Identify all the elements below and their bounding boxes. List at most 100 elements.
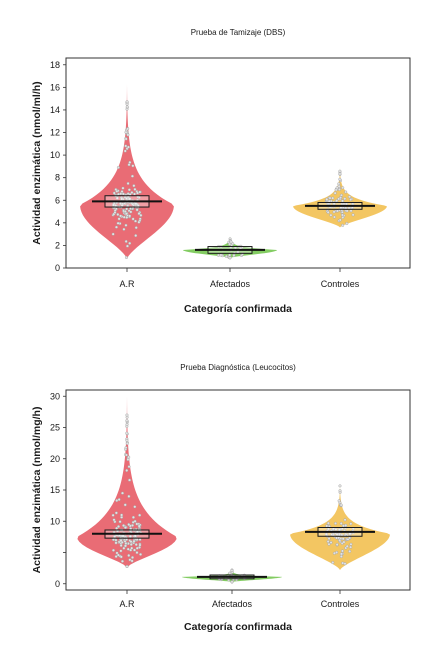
- data-point: [337, 536, 341, 540]
- data-point: [114, 554, 118, 558]
- data-point: [115, 196, 119, 200]
- data-point: [127, 188, 131, 192]
- y-tick-label: 10: [50, 150, 60, 160]
- data-point: [125, 468, 129, 472]
- data-point: [119, 539, 123, 543]
- data-point: [137, 212, 141, 216]
- data-point: [119, 214, 123, 218]
- data-point: [333, 191, 337, 195]
- data-point: [349, 198, 353, 202]
- data-point: [341, 186, 345, 190]
- data-point: [216, 253, 220, 257]
- data-point: [345, 209, 349, 213]
- data-point: [341, 199, 345, 203]
- data-point: [116, 212, 120, 216]
- data-point: [116, 221, 120, 225]
- data-point: [123, 503, 127, 507]
- data-point: [228, 242, 232, 246]
- data-point: [139, 213, 143, 217]
- data-point: [119, 549, 123, 553]
- data-point: [128, 241, 132, 245]
- data-point: [125, 413, 129, 417]
- data-point: [135, 522, 139, 526]
- chart-title: Prueba Diagnóstica (Leucocitos): [180, 363, 296, 372]
- data-point: [136, 191, 140, 195]
- y-tick-label: 15: [50, 485, 60, 495]
- data-point: [125, 431, 129, 435]
- y-tick-label: 0: [55, 263, 60, 273]
- data-point: [122, 227, 126, 231]
- data-point: [125, 438, 129, 442]
- data-point: [117, 217, 121, 221]
- data-point: [125, 207, 129, 211]
- data-point: [132, 539, 136, 543]
- data-point: [344, 190, 348, 194]
- data-point: [338, 177, 342, 181]
- y-axis-label: Actividad enzimática (nmol/ml/h): [31, 81, 43, 244]
- data-point: [122, 215, 126, 219]
- data-point: [126, 181, 130, 185]
- data-point: [123, 526, 127, 530]
- data-point: [134, 226, 138, 230]
- data-point: [126, 145, 130, 149]
- data-point: [139, 552, 143, 556]
- data-point: [125, 244, 129, 248]
- violin-ar: [77, 396, 177, 568]
- data-point: [228, 256, 232, 260]
- data-point: [349, 542, 353, 546]
- data-point: [228, 253, 232, 257]
- data-point: [348, 195, 352, 199]
- data-point: [127, 553, 131, 557]
- data-point: [338, 218, 342, 222]
- data-point: [120, 559, 124, 563]
- data-point: [125, 565, 129, 569]
- data-point: [342, 524, 346, 528]
- data-point: [127, 455, 131, 459]
- y-tick-label: 6: [55, 195, 60, 205]
- data-point: [351, 213, 355, 217]
- data-point: [324, 532, 328, 536]
- chart-panel-1: Prueba de Tamizaje (DBS) 0 2 4 6 8 10 12 14 16 18 A…: [31, 28, 411, 315]
- data-point: [337, 184, 341, 188]
- y-axis-label: Actividad enzimática (nmol/mg/h): [31, 407, 43, 574]
- y-tick-label: 12: [50, 128, 60, 138]
- data-point: [335, 550, 339, 554]
- data-point: [335, 186, 339, 190]
- data-point: [111, 232, 115, 236]
- data-point: [132, 184, 136, 188]
- data-point: [339, 522, 343, 526]
- data-point: [340, 213, 344, 217]
- data-point: [128, 478, 132, 482]
- data-point: [125, 105, 129, 109]
- data-point: [131, 515, 135, 519]
- data-point: [118, 520, 122, 524]
- data-point: [114, 225, 118, 229]
- data-point: [123, 149, 127, 153]
- data-point: [126, 133, 130, 137]
- data-point: [121, 491, 125, 495]
- data-point: [348, 549, 352, 553]
- x-tick-label: Controles: [321, 599, 360, 609]
- data-point: [219, 253, 223, 257]
- data-point: [345, 222, 349, 226]
- x-tick-label: Afectados: [212, 599, 253, 609]
- data-point: [135, 551, 139, 555]
- data-point: [133, 505, 137, 509]
- chart-title: Prueba de Tamizaje (DBS): [191, 28, 286, 37]
- y-tick-label: 16: [50, 82, 60, 92]
- data-point: [130, 523, 134, 527]
- data-point: [337, 182, 341, 186]
- data-point: [332, 210, 336, 214]
- data-point: [114, 538, 118, 542]
- data-point: [341, 537, 345, 541]
- data-point: [339, 552, 343, 556]
- data-point: [121, 192, 125, 196]
- data-point: [126, 127, 130, 131]
- data-point: [111, 538, 115, 542]
- data-point: [127, 523, 131, 527]
- data-point: [122, 546, 126, 550]
- data-point: [130, 546, 134, 550]
- data-point: [329, 213, 333, 217]
- data-point: [125, 442, 129, 446]
- data-point: [124, 144, 128, 148]
